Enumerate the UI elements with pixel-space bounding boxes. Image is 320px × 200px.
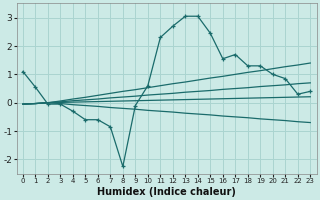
X-axis label: Humidex (Indice chaleur): Humidex (Indice chaleur): [97, 187, 236, 197]
